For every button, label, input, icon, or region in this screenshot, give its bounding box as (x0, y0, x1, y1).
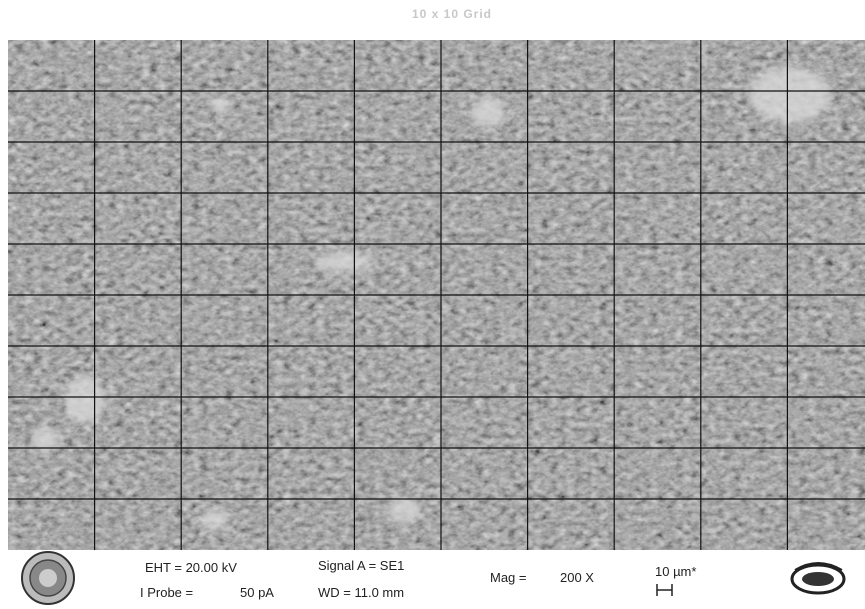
logo-right (792, 563, 844, 593)
working-distance: WD = 11.0 mm (318, 585, 404, 600)
scale-label: 10 µm* (655, 564, 696, 579)
info-bar: EHT = 20.00 kV I Probe = 50 pA Signal A … (8, 550, 865, 609)
info-bar-bg (8, 550, 865, 609)
mag-value: 200 X (560, 570, 594, 585)
probe-label: I Probe = (140, 585, 193, 600)
title: 10 x 10 Grid (412, 7, 492, 21)
probe-value: 50 pA (240, 585, 274, 600)
page: 10 x 10 Grid EHT = 20.00 kV I Probe = 50… (0, 0, 865, 609)
eht: EHT = 20.00 kV (145, 560, 237, 575)
logo-left (22, 552, 74, 604)
sem-image (8, 40, 865, 550)
signal: Signal A = SE1 (318, 558, 404, 573)
mag-label: Mag = (490, 570, 527, 585)
